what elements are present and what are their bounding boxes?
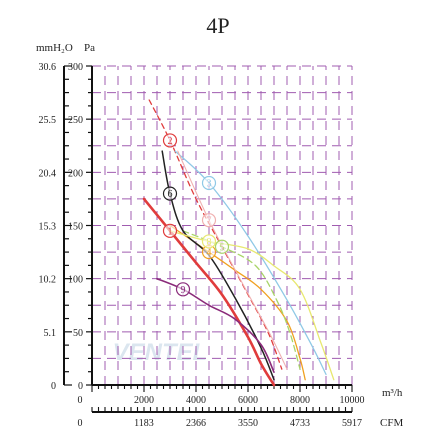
x-tick-label-cfm: 4733 — [290, 418, 310, 429]
x-unit-cfm: CFM — [380, 417, 403, 429]
curve-label-circle-3 — [201, 175, 217, 191]
curve-label-8: 8 — [207, 237, 212, 248]
y-tick-label-pa: 50 — [73, 328, 83, 339]
curve-label-4: 4 — [207, 248, 212, 259]
x-tick-label-cfm: 0 — [78, 418, 83, 429]
y-tick-label-mmh2o: 0 — [51, 381, 56, 392]
y-tick-label-pa: 0 — [78, 381, 83, 392]
x-tick-label-m3h: 2000 — [134, 395, 154, 406]
curve-label-5: 5 — [220, 242, 225, 253]
series-line-7 — [177, 150, 288, 370]
y-tick-label-mmh2o: 25.5 — [39, 115, 57, 126]
y-tick-label-mmh2o: 20.4 — [39, 168, 57, 179]
y-tick-label-mmh2o: 30.6 — [39, 62, 57, 73]
x-tick-label-m3h: 10000 — [340, 395, 365, 406]
y-tick-label-pa: 100 — [68, 275, 83, 286]
curve-label-circle-6 — [162, 186, 178, 201]
chart-title: 4P — [206, 13, 229, 38]
x-tick-label-cfm: 1183 — [134, 418, 154, 429]
curve-label-7: 7 — [207, 216, 212, 227]
curve-label-circle-8 — [201, 234, 217, 249]
curve-label-1: 1 — [168, 226, 173, 237]
y-unit-pa: Pa — [84, 42, 95, 54]
x-tick-label-m3h: 0 — [78, 395, 83, 406]
x-tick-label-m3h: 6000 — [238, 395, 258, 406]
y-tick-label-pa: 300 — [68, 62, 83, 73]
y-tick-label-pa: 150 — [68, 222, 83, 233]
x-unit-m3h: m³/h — [382, 387, 403, 399]
curve-label-2: 2 — [168, 136, 173, 147]
x-tick-label-cfm: 2366 — [186, 418, 206, 429]
x-tick-label-cfm: 5917 — [342, 418, 362, 429]
curve-label-circle-7 — [201, 213, 217, 228]
curve-label-circle-5 — [214, 239, 230, 254]
curve-label-circle-2 — [162, 133, 178, 148]
y-unit-mmh2o: mmH₂O — [36, 42, 73, 54]
y-tick-label-pa: 250 — [68, 115, 83, 126]
watermark-text: VENTEL — [113, 339, 208, 366]
series-line-5 — [182, 230, 301, 370]
curve-label-circle-1 — [162, 223, 178, 238]
y-tick-label-mmh2o: 5.1 — [44, 328, 57, 339]
curve-label-circle-9 — [175, 282, 191, 297]
x-tick-label-cfm: 3550 — [238, 418, 258, 429]
curve-label-9: 9 — [181, 285, 186, 296]
y-tick-label-pa: 200 — [68, 168, 83, 179]
curve-label-3: 3 — [207, 178, 212, 189]
curve-label-6: 6 — [168, 189, 173, 200]
x-tick-label-m3h: 4000 — [186, 395, 206, 406]
y-tick-label-mmh2o: 15.3 — [39, 222, 57, 233]
y-tick-label-mmh2o: 10.2 — [39, 275, 57, 286]
x-tick-label-m3h: 8000 — [290, 395, 310, 406]
